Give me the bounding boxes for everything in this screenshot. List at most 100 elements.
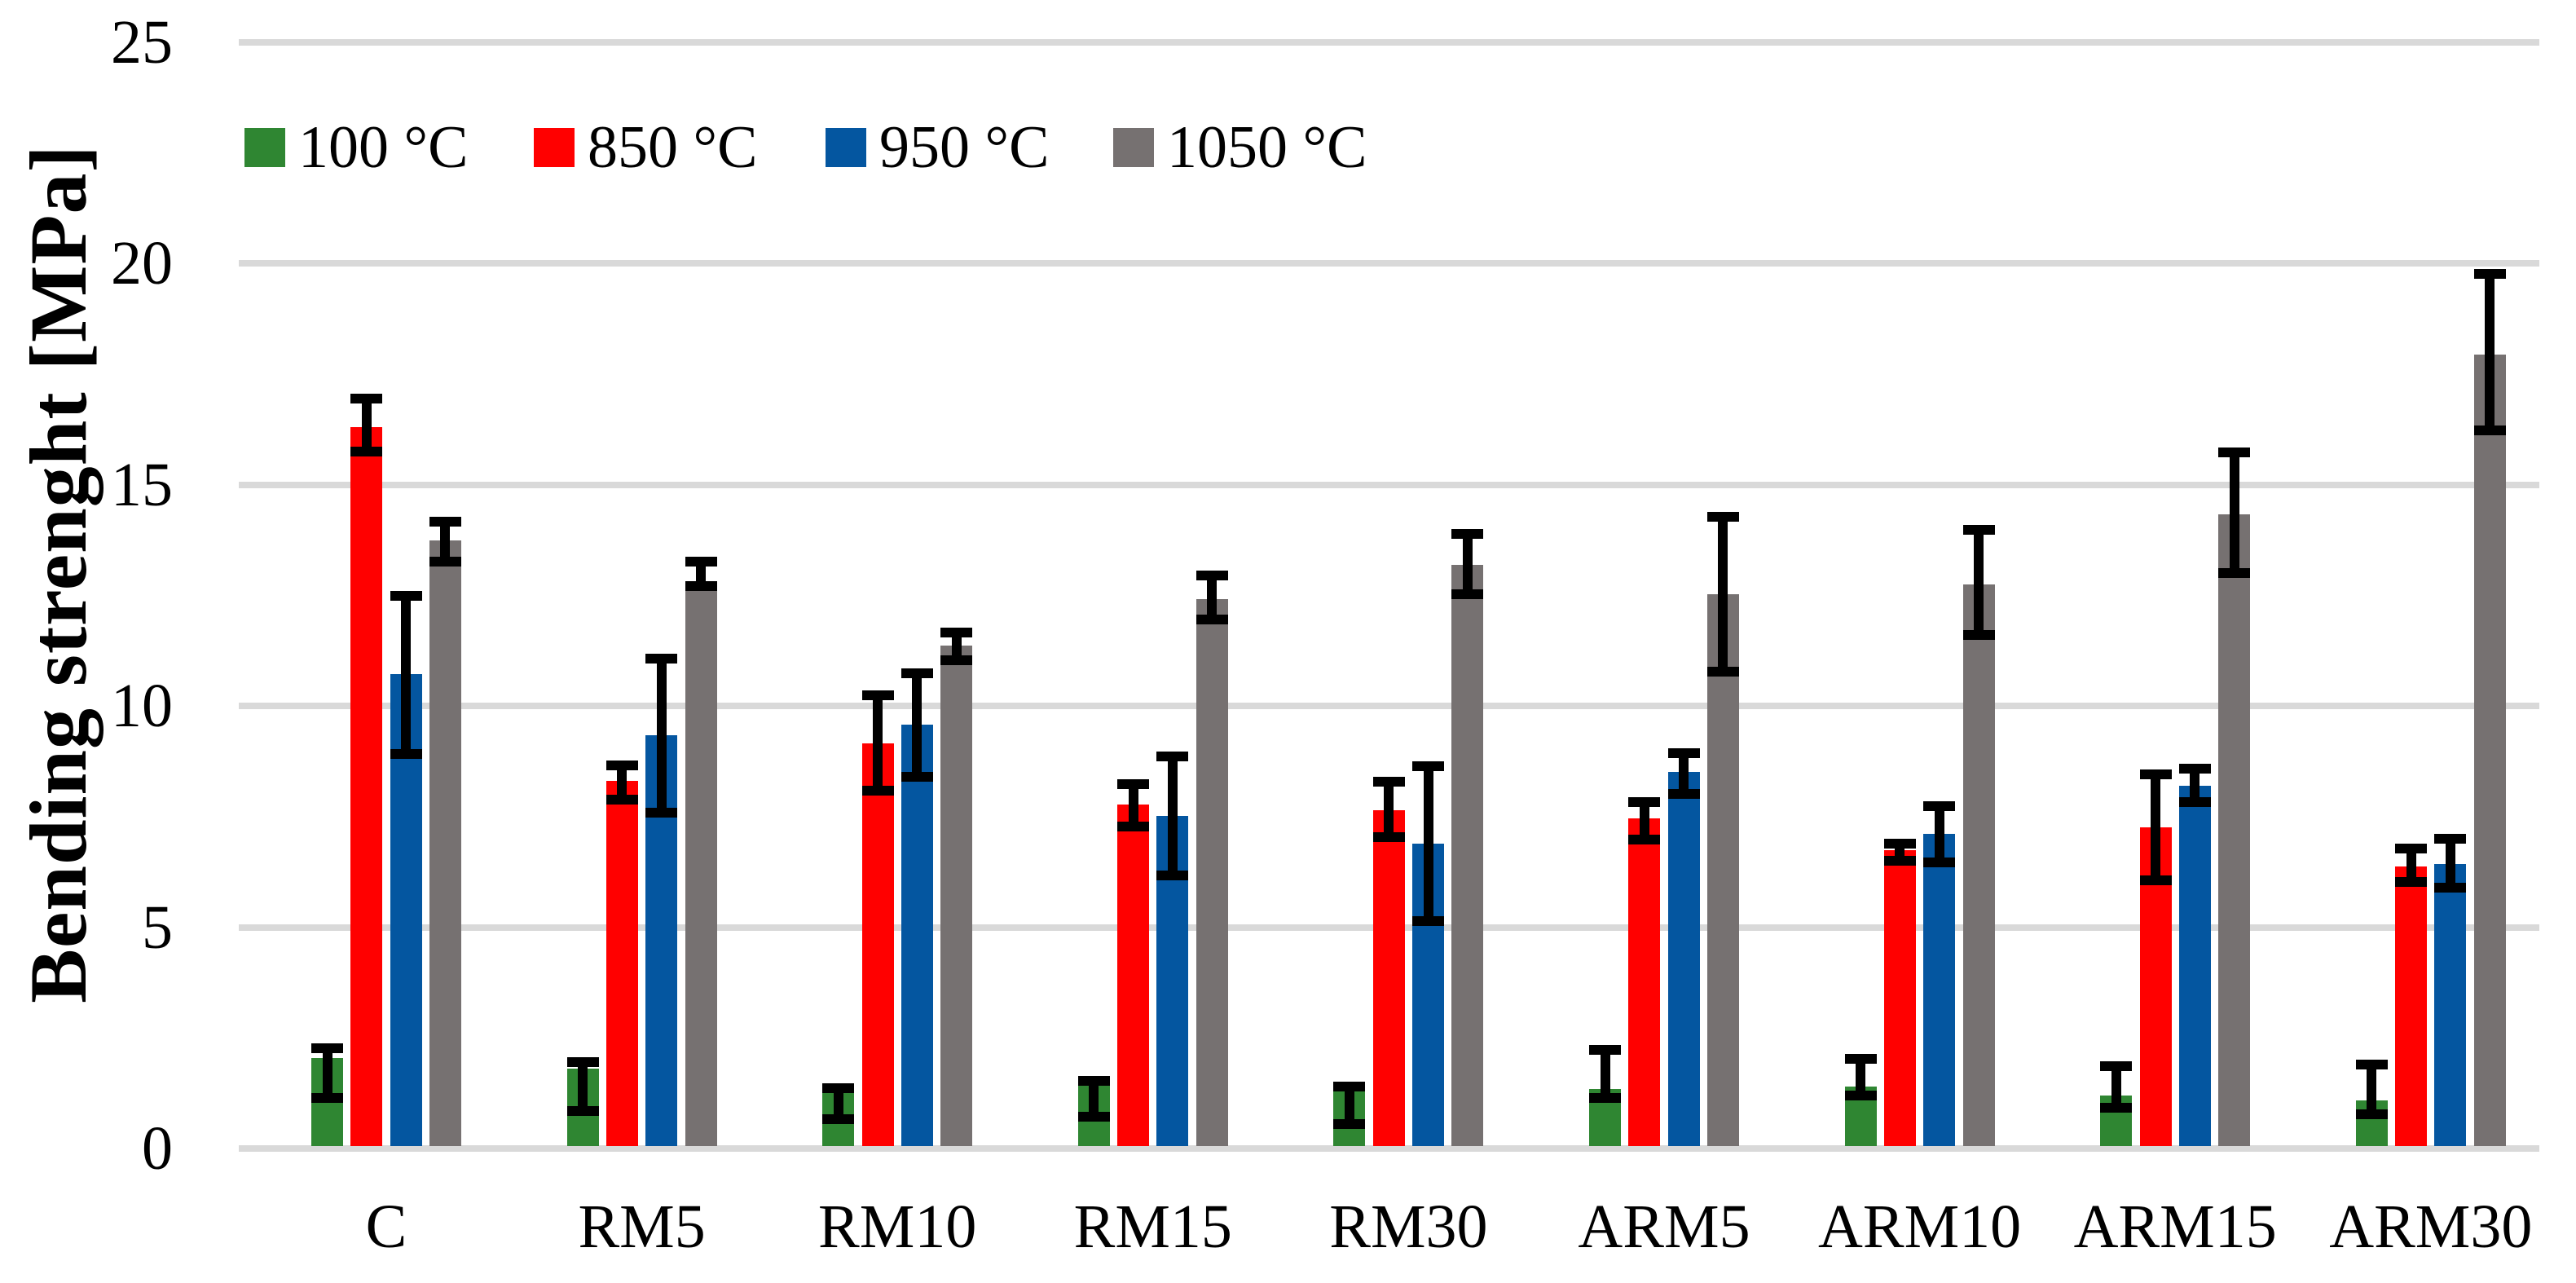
error-bar-line	[322, 1047, 332, 1099]
error-bar-line	[1679, 752, 1689, 794]
error-bar-cap-bottom	[900, 772, 933, 783]
error-bar-cap-bottom	[1628, 834, 1661, 844]
legend-label: 850 °C	[588, 114, 758, 181]
bar	[2395, 866, 2428, 1146]
x-category-label: RM30	[1329, 1193, 1488, 1261]
error-bar-cap-bottom	[2178, 797, 2211, 808]
x-category-label: ARM30	[2329, 1193, 2533, 1261]
gridline	[239, 481, 2539, 488]
error-bar-cap-bottom	[1372, 832, 1405, 843]
error-bar-cap-bottom	[2355, 1109, 2388, 1120]
error-bar-cap-top	[900, 668, 933, 679]
error-bar-cap-top	[2434, 834, 2467, 844]
error-bar-cap-top	[2100, 1061, 2133, 1071]
error-bar-cap-top	[1923, 801, 1956, 812]
error-bar-cap-bottom	[1451, 589, 1484, 599]
error-bar-cap-bottom	[1077, 1111, 1110, 1122]
y-tick-label: 0	[142, 1114, 173, 1183]
error-bar-cap-top	[1077, 1076, 1110, 1087]
error-bar-cap-bottom	[1156, 870, 1189, 880]
bar	[861, 743, 894, 1146]
error-bar-cap-bottom	[1589, 1092, 1621, 1103]
error-bar-line	[1089, 1081, 1099, 1117]
error-bar-line	[873, 694, 883, 791]
error-bar-cap-top	[2218, 447, 2251, 457]
error-bar-cap-top	[861, 690, 894, 700]
y-tick-label: 20	[111, 229, 173, 298]
error-bar-line	[1639, 802, 1649, 840]
error-bar-line	[401, 595, 412, 754]
y-tick-label: 15	[111, 450, 173, 519]
error-bar-line	[440, 522, 451, 562]
bar	[429, 540, 461, 1146]
error-bar-cap-top	[2139, 769, 2172, 779]
error-bar-cap-bottom	[1412, 916, 1444, 927]
x-category-label: RM15	[1073, 1193, 1232, 1261]
error-bar-cap-top	[350, 393, 383, 403]
error-bar-cap-top	[685, 556, 717, 567]
bar	[2434, 863, 2467, 1146]
bar	[1117, 804, 1150, 1146]
legend-label: 1050 °C	[1167, 114, 1367, 181]
bar	[2178, 785, 2211, 1146]
error-bar-cap-top	[822, 1082, 855, 1093]
error-bar-cap-top	[2395, 843, 2428, 853]
error-bar-line	[2406, 848, 2416, 883]
error-bar-line	[1934, 806, 1944, 862]
error-bar-cap-bottom	[861, 786, 894, 796]
x-category-label: C	[365, 1193, 407, 1261]
error-bar-cap-bottom	[2473, 425, 2506, 435]
x-category-label: ARM15	[2073, 1193, 2277, 1261]
error-bar-line	[2485, 274, 2495, 430]
x-category-label: RM5	[578, 1193, 706, 1261]
error-bar-line	[617, 765, 627, 800]
error-bar-cap-top	[2355, 1059, 2388, 1069]
gridline	[239, 38, 2539, 46]
y-axis-title: Bending strenght [MPa]	[13, 144, 103, 1003]
error-bar-line	[2445, 839, 2455, 888]
error-bar-cap-top	[1589, 1045, 1621, 1056]
error-bar-cap-top	[1372, 777, 1405, 787]
error-bar-cap-top	[311, 1043, 343, 1053]
error-bar-cap-top	[1844, 1054, 1877, 1065]
error-bar-line	[1128, 783, 1138, 827]
error-bar-line	[1167, 756, 1178, 875]
error-bar-line	[1600, 1050, 1610, 1098]
error-bar-line	[951, 633, 962, 660]
error-bar-cap-top	[1667, 747, 1700, 758]
legend-label: 100 °C	[298, 114, 469, 181]
error-bar-line	[2190, 768, 2200, 803]
error-bar-cap-top	[566, 1057, 599, 1068]
bar	[1883, 850, 1916, 1146]
x-category-label: RM10	[818, 1193, 977, 1261]
legend-item: 1050 °C	[1113, 114, 1367, 181]
bar	[1372, 810, 1405, 1146]
legend-item: 850 °C	[534, 114, 758, 181]
error-bar-line	[578, 1062, 588, 1111]
error-bar-cap-bottom	[350, 446, 383, 456]
error-bar-cap-bottom	[1962, 629, 1995, 640]
error-bar-line	[1344, 1086, 1354, 1125]
error-bar-cap-top	[429, 517, 461, 527]
error-bar-cap-top	[1706, 512, 1739, 522]
error-bar-cap-bottom	[1667, 788, 1700, 799]
bar	[1923, 833, 1956, 1146]
error-bar-cap-bottom	[1923, 857, 1956, 867]
error-bar-cap-top	[1333, 1081, 1366, 1091]
error-bar-cap-bottom	[429, 556, 461, 567]
bar	[940, 645, 973, 1146]
error-bar-cap-top	[605, 760, 638, 770]
error-bar-line	[656, 659, 667, 813]
error-bar-cap-bottom	[1117, 822, 1150, 832]
error-bar-cap-bottom	[645, 808, 678, 818]
error-bar-cap-bottom	[2395, 877, 2428, 888]
error-bar-cap-bottom	[605, 794, 638, 805]
error-bar-cap-top	[1451, 529, 1484, 540]
error-bar-line	[1718, 517, 1728, 672]
x-category-label: ARM5	[1578, 1193, 1750, 1261]
error-bar-line	[1462, 534, 1473, 594]
legend-swatch	[826, 128, 866, 167]
bar	[2473, 355, 2506, 1146]
bar	[605, 780, 638, 1146]
bar	[1706, 593, 1739, 1146]
